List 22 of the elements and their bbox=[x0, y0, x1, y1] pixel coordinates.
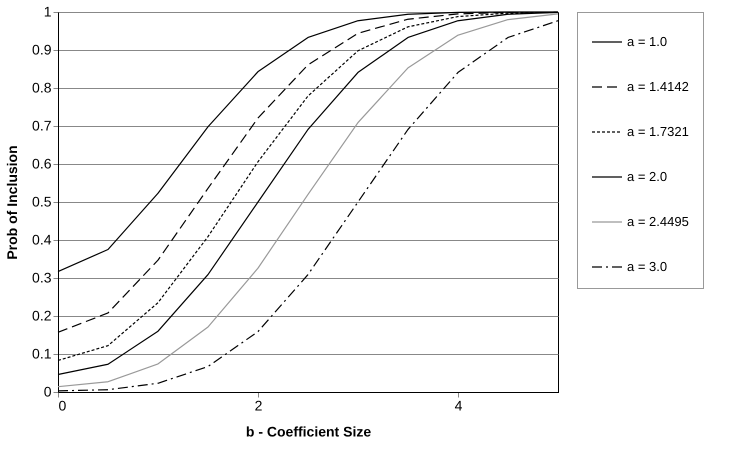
legend-label: a = 1.4142 bbox=[627, 79, 689, 94]
x-tick-label: 4 bbox=[454, 398, 463, 414]
y-tick-label: 0.9 bbox=[32, 42, 52, 58]
y-tick-label: 0.4 bbox=[32, 232, 52, 248]
legend-label: a = 1.7321 bbox=[627, 124, 689, 139]
y-tick-label: 0.1 bbox=[32, 346, 52, 362]
y-tick-label: 0.7 bbox=[32, 118, 52, 134]
legend-label: a = 3.0 bbox=[627, 259, 668, 274]
x-tick-label: 0 bbox=[58, 398, 66, 414]
x-axis-title: b - Coefficient Size bbox=[246, 424, 372, 440]
y-tick-label: 0 bbox=[44, 384, 52, 400]
y-tick-label: 1 bbox=[44, 4, 52, 20]
legend-label: a = 1.0 bbox=[627, 34, 668, 49]
y-tick-label: 0.3 bbox=[32, 270, 52, 286]
y-tick-label: 0.2 bbox=[32, 308, 52, 324]
y-tick-label: 0.5 bbox=[32, 194, 52, 210]
y-axis-title: Prob of Inclusion bbox=[4, 145, 20, 260]
legend-label: a = 2.0 bbox=[627, 169, 668, 184]
x-tick-label: 2 bbox=[254, 398, 263, 414]
legend-label: a = 2.4495 bbox=[627, 214, 689, 229]
y-tick-label: 0.8 bbox=[32, 80, 52, 96]
y-tick-label: 0.6 bbox=[32, 156, 52, 172]
